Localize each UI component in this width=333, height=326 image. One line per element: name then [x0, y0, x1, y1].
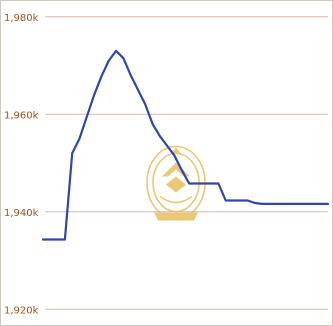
y-tick-label: 1,980k	[4, 13, 39, 24]
gridlines	[45, 16, 328, 310]
y-tick-label: 1,940k	[4, 208, 39, 219]
series-layer	[41, 49, 330, 241]
y-tick-label: 1,960k	[4, 110, 39, 121]
y-tick-label: 1,920k	[4, 305, 39, 316]
series-line	[41, 49, 330, 241]
y-axis-ticks: 1,980k 1,960k 1,940k 1,920k	[4, 13, 39, 317]
